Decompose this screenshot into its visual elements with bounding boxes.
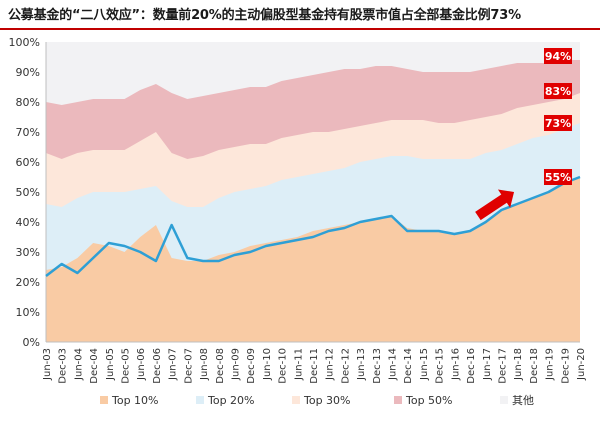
value-badge [544, 115, 572, 131]
x-tick-label: Jun-19 [545, 348, 556, 381]
x-tick-label: Jun-16 [450, 348, 461, 381]
y-tick-label: 80% [16, 96, 40, 109]
x-tick-label: Jun-06 [136, 348, 147, 381]
x-tick-label: Jun-08 [199, 348, 210, 381]
value-badge-label: 83% [545, 85, 571, 98]
x-tick-label: Dec-11 [309, 348, 320, 384]
x-tick-label: Jun-09 [230, 348, 241, 381]
y-tick-label: 90% [16, 66, 40, 79]
x-tick-label: Jun-03 [42, 348, 53, 381]
legend-swatch [292, 396, 300, 404]
x-tick-label: Dec-19 [560, 348, 571, 384]
y-tick-label: 60% [16, 156, 40, 169]
value-badge [544, 169, 572, 185]
title-rule [0, 28, 600, 30]
x-tick-label: Dec-17 [497, 348, 508, 384]
legend-label: Top 20% [207, 394, 255, 407]
trend-arrow [475, 189, 515, 221]
x-tick-label: Dec-10 [278, 348, 289, 384]
y-tick-label: 40% [16, 216, 40, 229]
legend-swatch [100, 396, 108, 404]
y-tick-label: 10% [16, 306, 40, 319]
value-badge-label: 94% [545, 50, 571, 63]
x-tick-label: Dec-04 [89, 348, 100, 384]
x-tick-label: Dec-16 [466, 348, 477, 384]
x-tick-label: Jun-04 [73, 348, 84, 381]
top-10-line [45, 175, 581, 277]
x-tick-label: Jun-05 [105, 348, 116, 381]
x-tick-label: Dec-07 [183, 348, 194, 384]
x-tick-label: Jun-17 [482, 348, 493, 381]
value-badge-label: 55% [545, 171, 571, 184]
y-tick-label: 70% [16, 126, 40, 139]
legend-swatch [394, 396, 402, 404]
legend-label: 其他 [512, 394, 534, 407]
legend-label: Top 50% [405, 394, 453, 407]
x-tick-label: Jun-15 [419, 348, 430, 381]
value-badge-label: 73% [545, 117, 571, 130]
chart-title: 公募基金的“二八效应”：数量前20%的主动偏股型基金持有股票市值占全部基金比例7… [8, 8, 521, 23]
y-tick-label: 30% [16, 246, 40, 259]
x-tick-label: Dec-08 [215, 348, 226, 384]
legend-label: Top 10% [111, 394, 159, 407]
x-tick-label: Dec-06 [152, 348, 163, 384]
legend-label: Top 30% [303, 394, 351, 407]
x-tick-label: Jun-07 [168, 348, 179, 381]
x-tick-label: Jun-12 [325, 348, 336, 381]
x-tick-label: Dec-14 [403, 348, 414, 384]
y-tick-label: 0% [23, 336, 40, 349]
y-tick-label: 20% [16, 276, 40, 289]
x-tick-label: Dec-13 [372, 348, 383, 384]
y-tick-label: 100% [9, 36, 40, 49]
x-tick-label: Dec-05 [121, 348, 132, 384]
x-tick-label: Jun-18 [513, 348, 524, 381]
x-tick-label: Jun-13 [356, 348, 367, 381]
area-top-10 [46, 177, 580, 342]
value-badge [544, 83, 572, 99]
value-badge [544, 48, 572, 64]
x-tick-label: Jun-14 [388, 348, 399, 381]
x-tick-label: Jun-20 [576, 348, 587, 381]
x-tick-label: Dec-03 [58, 348, 69, 384]
x-tick-label: Dec-18 [529, 348, 540, 384]
legend-swatch [500, 396, 508, 404]
x-tick-label: Jun-10 [262, 348, 273, 381]
x-tick-label: Dec-15 [435, 348, 446, 384]
trend-arrow-shape [475, 189, 515, 221]
legend-swatch [196, 396, 204, 404]
x-tick-label: Jun-11 [293, 348, 304, 381]
y-tick-label: 50% [16, 186, 40, 199]
x-tick-label: Dec-09 [246, 348, 257, 384]
x-tick-label: Dec-12 [340, 348, 351, 384]
